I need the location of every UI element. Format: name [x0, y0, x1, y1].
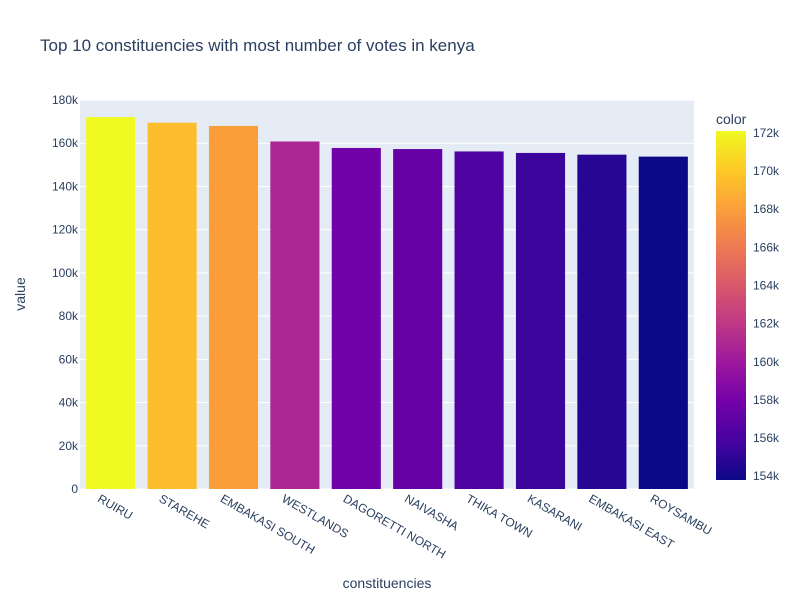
chart-title: Top 10 constituencies with most number o…	[40, 36, 475, 55]
colorbar-ticks: 154k 156k 158k 160k 162k 164k 166k 168k 170k 172k	[753, 126, 780, 483]
bar	[515, 152, 566, 490]
colorbar-tick-label: 166k	[753, 240, 780, 254]
y-tick-label: 60k	[59, 352, 79, 366]
bar	[454, 151, 504, 489]
bar	[208, 125, 259, 489]
y-axis-ticks: 0 20k 40k 60k 80k 100k 120k 140k 160k 180k	[52, 93, 79, 496]
x-axis-title: constituencies	[343, 575, 432, 591]
colorbar-tick-label: 172k	[753, 126, 780, 140]
colorbar-tick-label: 170k	[753, 164, 780, 178]
bar	[638, 156, 688, 490]
y-tick-label: 160k	[52, 136, 79, 150]
bar	[331, 147, 381, 489]
bar	[147, 122, 197, 490]
y-tick-label: 0	[71, 482, 78, 496]
y-tick-label: 120k	[52, 223, 79, 237]
bar	[393, 149, 443, 489]
x-tick-label: DAGORETTI NORTH	[341, 491, 448, 561]
colorbar-tick-label: 168k	[753, 202, 780, 216]
y-tick-label: 100k	[52, 266, 79, 280]
bar	[86, 117, 136, 489]
y-tick-label: 80k	[59, 309, 79, 323]
y-tick-label: 140k	[52, 179, 79, 193]
x-tick-label: THIKA TOWN	[464, 491, 535, 540]
x-tick-label: RUIRU	[95, 491, 135, 522]
x-axis-ticks: RUIRU STAREHE EMBAKASI SOUTHWESTLANDSDAGOR…	[95, 491, 714, 561]
colorbar-title: color	[716, 111, 747, 127]
bar	[270, 141, 320, 489]
y-axis-title: value	[12, 277, 28, 311]
colorbar-tick-label: 154k	[753, 469, 780, 483]
y-tick-label: 20k	[59, 439, 79, 453]
colorbar-tick-label: 164k	[753, 278, 780, 292]
colorbar-tick-label: 160k	[753, 355, 780, 369]
x-tick-label: STAREHE	[157, 491, 212, 531]
colorbar-tick-label: 162k	[753, 317, 780, 331]
bars	[86, 117, 688, 490]
colorbar-tick-label: 158k	[753, 393, 780, 407]
colorbar-tick-label: 156k	[753, 431, 780, 445]
y-tick-label: 40k	[59, 396, 79, 410]
colorbar	[716, 131, 746, 480]
bar	[577, 154, 627, 489]
y-tick-label: 180k	[52, 93, 79, 107]
